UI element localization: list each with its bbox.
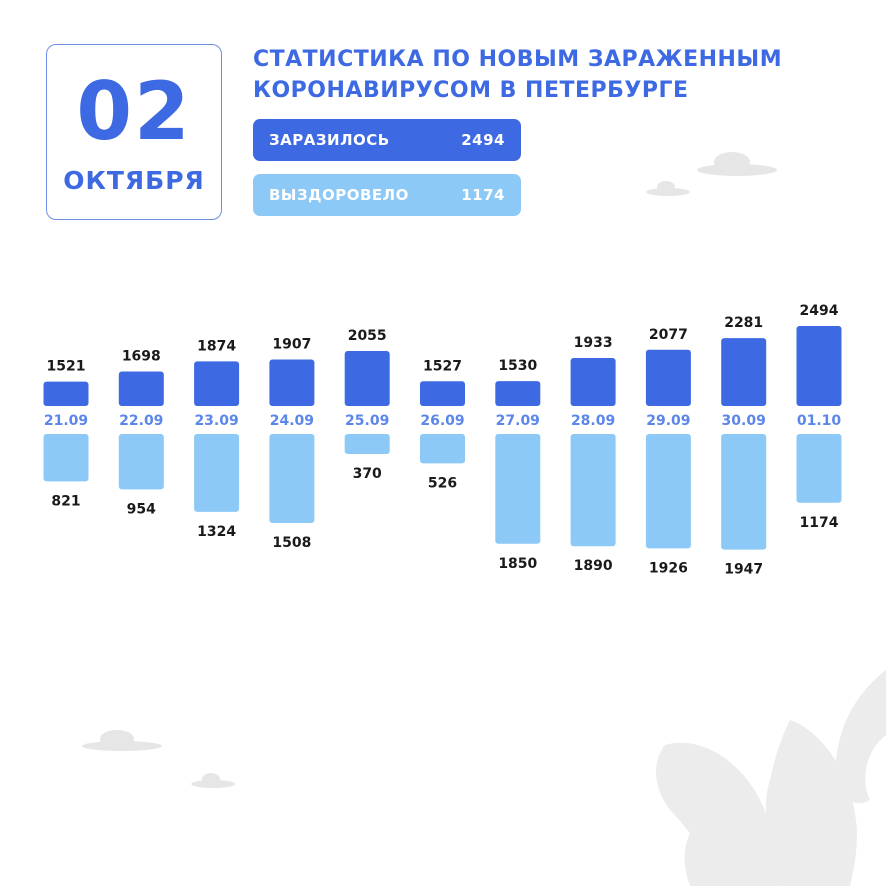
recovered-bar [194, 434, 240, 512]
infected-stat-label: ЗАРАЗИЛОСЬ [269, 131, 390, 149]
recovered-value-label: 821 [51, 493, 80, 509]
infected-value-label: 2077 [649, 327, 688, 343]
infected-value-label: 1527 [423, 358, 462, 374]
page-title: СТАТИСТИКА ПО НОВЫМ ЗАРАЖЕННЫМ КОРОНАВИР… [253, 44, 853, 106]
date-tick-label: 01.10 [797, 413, 842, 429]
infected-value-label: 1521 [47, 359, 86, 375]
date-tick-label: 26.09 [420, 413, 464, 429]
date-tick-label: 29.09 [646, 413, 690, 429]
date-tick-label: 27.09 [496, 413, 540, 429]
date-tick-label: 30.09 [722, 413, 766, 429]
recovered-value-label: 1324 [197, 524, 236, 540]
recovered-bar [721, 434, 767, 550]
recovered-bar [495, 434, 541, 544]
recovered-value-label: 1850 [498, 556, 537, 572]
cloud-icon [697, 152, 777, 176]
date-tick-label: 24.09 [270, 413, 314, 429]
leaf-decoration-icon [655, 670, 886, 886]
recovered-bar [118, 434, 164, 490]
infected-bar [194, 361, 240, 406]
recovered-bar [796, 434, 842, 503]
recovered-stat-label: ВЫЗДОРОВЕЛО [269, 186, 409, 204]
date-tick-label: 21.09 [44, 413, 88, 429]
infected-value-label: 1907 [272, 337, 311, 353]
date-tick-label: 22.09 [119, 413, 163, 429]
infected-bar [570, 358, 616, 406]
infected-bar [344, 351, 390, 406]
recovered-value-label: 1174 [800, 515, 839, 531]
recovered-bar [570, 434, 616, 547]
infected-value-label: 2494 [800, 303, 839, 319]
infected-bar [645, 349, 691, 406]
date-day: 02 [76, 65, 192, 158]
cloud-icon [82, 730, 162, 751]
title-line: СТАТИСТИКА ПО НОВЫМ ЗАРАЖЕННЫМ [253, 47, 783, 72]
infected-bar [269, 359, 315, 406]
date-tick-label: 25.09 [345, 413, 389, 429]
infected-value-label: 1530 [498, 358, 537, 374]
date-month: ОКТЯБРЯ [63, 166, 205, 195]
recovered-value-label: 526 [428, 475, 457, 491]
recovered-bar [645, 434, 691, 549]
recovered-bar [420, 434, 465, 464]
title-line: КОРОНАВИРУСОМ В ПЕТЕРБУРГЕ [253, 78, 689, 103]
infected-bar [420, 381, 465, 406]
infected-stat-value: 2494 [461, 131, 505, 149]
infected-value-label: 1698 [122, 348, 161, 364]
recovered-stat-value: 1174 [461, 186, 505, 204]
recovered-stat-badge: ВЫЗДОРОВЕЛО 1174 [253, 174, 521, 216]
infected-bar [495, 381, 541, 406]
date-card: 02 ОКТЯБРЯ [46, 44, 222, 220]
recovered-value-label: 1508 [272, 535, 311, 551]
cloud-icon [191, 773, 235, 788]
infected-bar [118, 371, 164, 406]
date-tick-label: 28.09 [571, 413, 615, 429]
recovered-value-label: 1926 [649, 560, 688, 576]
infected-bar [796, 325, 842, 406]
infected-value-label: 1933 [574, 335, 613, 351]
infected-value-label: 2055 [348, 328, 387, 344]
recovered-bar [43, 434, 89, 482]
infected-value-label: 2281 [724, 315, 763, 331]
infected-bar [43, 381, 89, 406]
recovered-bar [269, 434, 315, 524]
infected-bar [721, 338, 767, 406]
date-tick-label: 23.09 [194, 413, 238, 429]
recovered-value-label: 370 [353, 466, 382, 482]
recovered-value-label: 1890 [574, 558, 613, 574]
recovered-value-label: 954 [127, 501, 156, 517]
recovered-value-label: 1947 [724, 562, 763, 578]
cloud-icon [646, 181, 690, 196]
infected-stat-badge: ЗАРАЗИЛОСЬ 2494 [253, 119, 521, 161]
recovered-bar [344, 434, 390, 454]
infected-value-label: 1874 [197, 338, 236, 354]
